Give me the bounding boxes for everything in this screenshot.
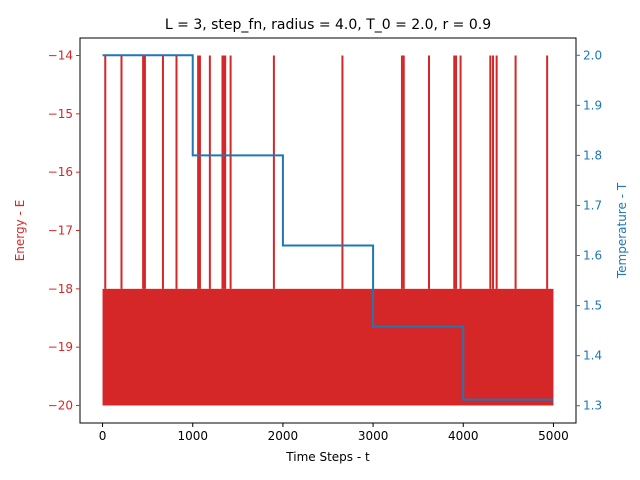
left-y-axis-label: Energy - E bbox=[13, 200, 27, 262]
left-tick-label: −20 bbox=[48, 399, 73, 413]
x-tick-label: 2000 bbox=[268, 429, 299, 443]
right-tick-label: 1.4 bbox=[583, 349, 602, 363]
right-tick-label: 1.3 bbox=[583, 399, 602, 413]
energy-band bbox=[102, 288, 554, 406]
right-tick-label: 1.6 bbox=[583, 249, 602, 263]
right-y-axis-label: Temperature - T bbox=[615, 182, 629, 279]
left-tick-label: −17 bbox=[48, 224, 73, 238]
energy-series bbox=[102, 55, 554, 406]
left-tick-label: −14 bbox=[48, 49, 73, 63]
x-tick-label: 5000 bbox=[538, 429, 569, 443]
right-tick-label: 1.8 bbox=[583, 148, 602, 162]
temperature-series bbox=[102, 54, 554, 401]
chart-title: L = 3, step_fn, radius = 4.0, T_0 = 2.0,… bbox=[165, 17, 491, 33]
right-tick-label: 1.7 bbox=[583, 198, 602, 212]
x-tick-label: 4000 bbox=[448, 429, 479, 443]
x-tick-label: 1000 bbox=[177, 429, 208, 443]
left-tick-label: −18 bbox=[48, 282, 73, 296]
right-tick-label: 1.9 bbox=[583, 98, 602, 112]
right-y-axis: 1.3 1.4 1.5 1.6 1.7 1.8 1.9 2.0 bbox=[576, 48, 602, 413]
temperature-line bbox=[102, 54, 554, 401]
right-tick-label: 1.5 bbox=[583, 299, 602, 313]
left-y-axis: −20 −19 −18 −17 −16 −15 −14 bbox=[48, 49, 80, 413]
left-tick-label: −15 bbox=[48, 107, 73, 121]
right-tick-label: 2.0 bbox=[583, 48, 602, 62]
x-axis-label: Time Steps - t bbox=[285, 450, 370, 464]
x-tick-label: 0 bbox=[99, 429, 107, 443]
left-tick-label: −16 bbox=[48, 165, 73, 179]
x-tick-label: 3000 bbox=[358, 429, 389, 443]
x-axis: 0 1000 2000 3000 4000 5000 bbox=[99, 423, 569, 443]
left-tick-label: −19 bbox=[48, 340, 73, 354]
